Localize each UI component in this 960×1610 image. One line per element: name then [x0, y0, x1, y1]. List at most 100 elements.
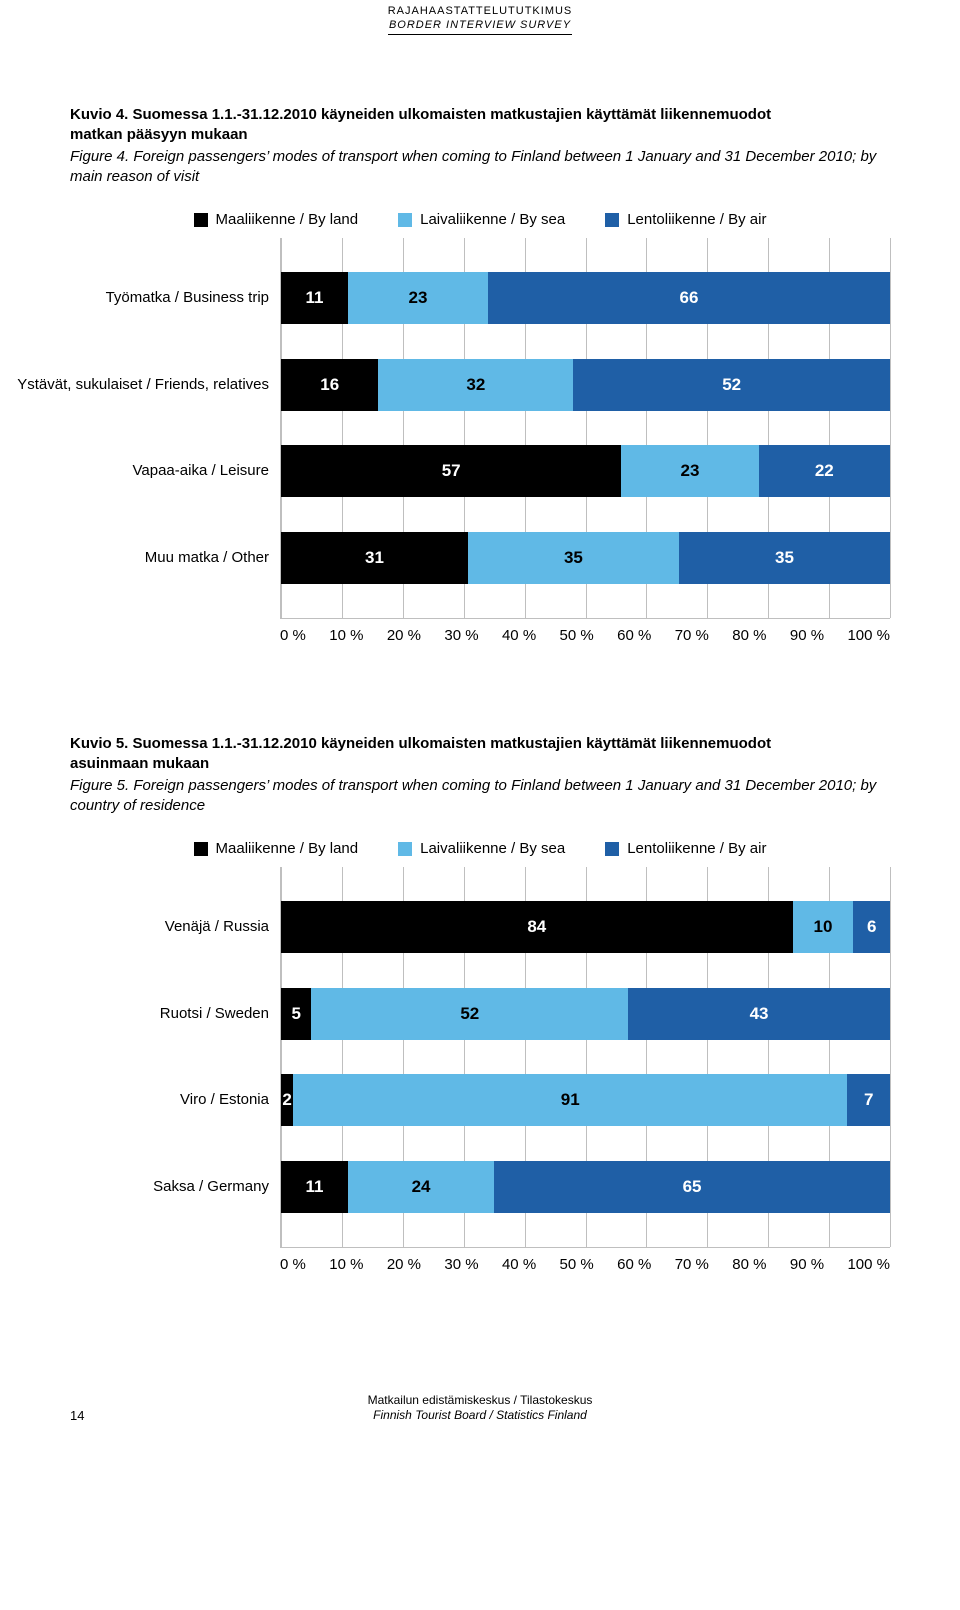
- legend-item-sea: Laivaliikenne / By sea: [398, 840, 565, 857]
- legend-label-land: Maaliikenne / By land: [216, 211, 359, 228]
- legend-label-air: Lentoliikenne / By air: [627, 840, 766, 857]
- bar-segment: 52: [573, 359, 890, 411]
- xaxis-tick: 10 %: [329, 1256, 363, 1273]
- chart1-subtitle: Figure 4. Foreign passengers’ modes of t…: [70, 147, 890, 187]
- legend-label-sea: Laivaliikenne / By sea: [420, 211, 565, 228]
- xaxis-tick: 10 %: [329, 627, 363, 644]
- chart1-title-fi-2: matkan pääsyyn mukaan: [70, 126, 248, 143]
- legend-item-land: Maaliikenne / By land: [194, 211, 359, 228]
- gridline: [890, 238, 891, 618]
- category-label: Ruotsi / Sweden: [9, 1005, 269, 1023]
- legend-swatch-sea: [398, 842, 412, 856]
- xaxis-tick: 100 %: [847, 1256, 890, 1273]
- stacked-bar: 163252: [281, 359, 890, 411]
- xaxis-tick: 20 %: [387, 1256, 421, 1273]
- bar-segment: 57: [281, 445, 621, 497]
- page-footer: 14 Matkailun edistämiskeskus / Tilastoke…: [70, 1393, 890, 1423]
- bar-segment: 32: [378, 359, 573, 411]
- bar-segment: 10: [793, 901, 854, 953]
- xaxis-tick: 40 %: [502, 627, 536, 644]
- footer-line2: Finnish Tourist Board / Statistics Finla…: [70, 1408, 890, 1423]
- stacked-bar: 55243: [281, 988, 890, 1040]
- chart2-title-fi-1: Kuvio 5. Suomessa 1.1.-31.12.2010 käynei…: [70, 735, 771, 752]
- xaxis-tick: 30 %: [444, 627, 478, 644]
- bar-segment: 6: [853, 901, 890, 953]
- xaxis-tick: 80 %: [732, 627, 766, 644]
- page-number: 14: [70, 1408, 84, 1423]
- page-header: RAJAHAASTATTELUTUTKIMUS BORDER INTERVIEW…: [70, 4, 890, 35]
- bar-row: Muu matka / Other313535: [281, 532, 890, 584]
- legend-item-air: Lentoliikenne / By air: [605, 211, 766, 228]
- chart2-legend: Maaliikenne / By land Laivaliikenne / By…: [70, 840, 890, 857]
- xaxis-tick: 100 %: [847, 627, 890, 644]
- category-label: Venäjä / Russia: [9, 918, 269, 936]
- chart1-title-fi-1: Kuvio 4. Suomessa 1.1.-31.12.2010 käynei…: [70, 106, 771, 123]
- legend-label-sea: Laivaliikenne / By sea: [420, 840, 565, 857]
- xaxis-tick: 70 %: [675, 1256, 709, 1273]
- stacked-bar: 2917: [281, 1074, 890, 1126]
- bar-segment: 35: [679, 532, 890, 584]
- xaxis-tick: 60 %: [617, 627, 651, 644]
- legend-swatch-air: [605, 213, 619, 227]
- bar-row: Viro / Estonia2917: [281, 1074, 890, 1126]
- bar-segment: 23: [621, 445, 758, 497]
- chart1-xaxis: 0 % 10 % 20 % 30 % 40 % 50 % 60 % 70 % 80 % 90 % 1…: [280, 627, 890, 644]
- xaxis-tick: 30 %: [444, 1256, 478, 1273]
- bar-segment: 11: [281, 272, 348, 324]
- bar-segment: 16: [281, 359, 378, 411]
- footer-line1: Matkailun edistämiskeskus / Tilastokesku…: [70, 1393, 890, 1408]
- xaxis-tick: 90 %: [790, 627, 824, 644]
- chart2-title: Kuvio 5. Suomessa 1.1.-31.12.2010 käynei…: [70, 734, 890, 774]
- bar-segment: 5: [281, 988, 311, 1040]
- chart2-xaxis: 0 % 10 % 20 % 30 % 40 % 50 % 60 % 70 % 80 % 90 % 1…: [280, 1256, 890, 1273]
- xaxis-tick: 50 %: [560, 1256, 594, 1273]
- xaxis-tick: 90 %: [790, 1256, 824, 1273]
- bar-segment: 2: [281, 1074, 293, 1126]
- bar-segment: 22: [759, 445, 890, 497]
- chart2-title-fi-2: asuinmaan mukaan: [70, 755, 209, 772]
- bar-segment: 66: [488, 272, 890, 324]
- xaxis-tick: 40 %: [502, 1256, 536, 1273]
- stacked-bar: 112366: [281, 272, 890, 324]
- header-line1: RAJAHAASTATTELUTUTKIMUS: [388, 4, 573, 18]
- chart1-legend: Maaliikenne / By land Laivaliikenne / By…: [70, 211, 890, 228]
- stacked-bar: 84106: [281, 901, 890, 953]
- bar-row: Ruotsi / Sweden55243: [281, 988, 890, 1040]
- stacked-bar: 112465: [281, 1161, 890, 1213]
- bar-row: Työmatka / Business trip112366: [281, 272, 890, 324]
- category-label: Työmatka / Business trip: [9, 289, 269, 307]
- xaxis-tick: 80 %: [732, 1256, 766, 1273]
- bar-segment: 24: [348, 1161, 494, 1213]
- bar-segment: 31: [281, 532, 468, 584]
- bar-row: Saksa / Germany112465: [281, 1161, 890, 1213]
- bar-row: Vapaa-aika / Leisure572322: [281, 445, 890, 497]
- xaxis-tick: 0 %: [280, 627, 306, 644]
- xaxis-tick: 50 %: [560, 627, 594, 644]
- chart2-subtitle: Figure 5. Foreign passengers’ modes of t…: [70, 776, 890, 816]
- bar-segment: 23: [348, 272, 488, 324]
- bar-segment: 35: [468, 532, 679, 584]
- xaxis-tick: 20 %: [387, 627, 421, 644]
- stacked-bar: 313535: [281, 532, 890, 584]
- legend-label-land: Maaliikenne / By land: [216, 840, 359, 857]
- xaxis-tick: 70 %: [675, 627, 709, 644]
- category-label: Ystävät, sukulaiset / Friends, relatives: [9, 376, 269, 394]
- chart1-plot: Työmatka / Business trip112366Ystävät, s…: [280, 238, 890, 619]
- xaxis-tick: 0 %: [280, 1256, 306, 1273]
- header-line2: BORDER INTERVIEW SURVEY: [389, 19, 571, 31]
- legend-item-land: Maaliikenne / By land: [194, 840, 359, 857]
- chart1: Maaliikenne / By land Laivaliikenne / By…: [70, 211, 890, 644]
- bar-segment: 91: [293, 1074, 847, 1126]
- legend-item-air: Lentoliikenne / By air: [605, 840, 766, 857]
- category-label: Vapaa-aika / Leisure: [9, 462, 269, 480]
- legend-swatch-land: [194, 213, 208, 227]
- legend-swatch-air: [605, 842, 619, 856]
- stacked-bar: 572322: [281, 445, 890, 497]
- bar-segment: 65: [494, 1161, 890, 1213]
- xaxis-tick: 60 %: [617, 1256, 651, 1273]
- bar-segment: 43: [628, 988, 890, 1040]
- legend-label-air: Lentoliikenne / By air: [627, 211, 766, 228]
- chart2-plot: Venäjä / Russia84106 Ruotsi / Sweden55243…: [280, 867, 890, 1248]
- bar-row: Venäjä / Russia84106: [281, 901, 890, 953]
- category-label: Viro / Estonia: [9, 1091, 269, 1109]
